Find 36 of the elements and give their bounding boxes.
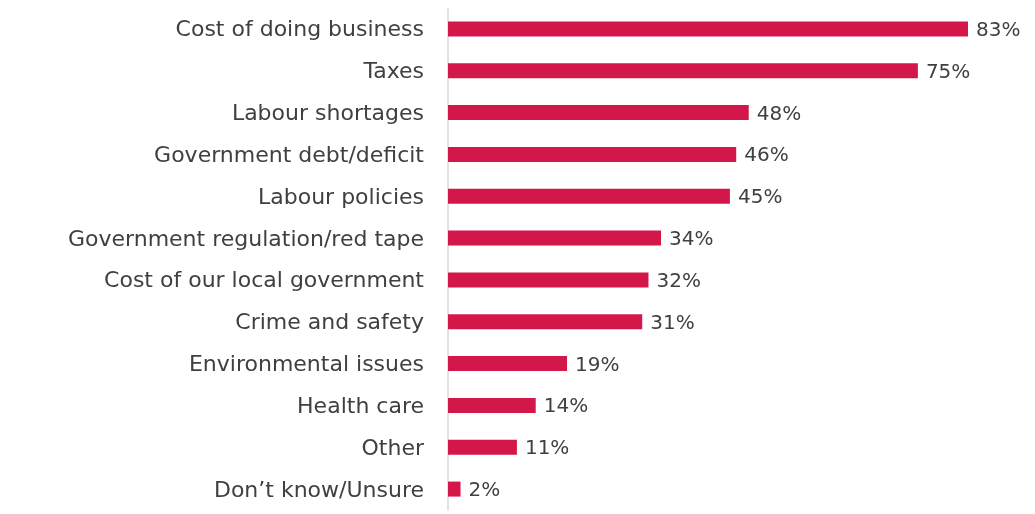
bar [448, 481, 461, 497]
data-label: 14% [543, 393, 589, 418]
bar [448, 146, 737, 162]
y-tick-label: Taxes [362, 58, 424, 84]
data-label: 45% [737, 184, 783, 209]
data-label: 11% [524, 435, 570, 460]
bar [448, 439, 517, 455]
bar [448, 63, 918, 79]
bar [448, 105, 749, 121]
y-tick-label: Environmental issues [188, 351, 424, 377]
y-tick-label: Cost of doing business [175, 16, 424, 42]
y-tick-label: Labour shortages [231, 100, 424, 126]
bar [448, 21, 968, 37]
data-label: 19% [575, 351, 620, 376]
y-tick-label: Crime and safety [235, 309, 424, 335]
data-label: 32% [656, 267, 701, 292]
y-tick-label: Other [361, 434, 425, 460]
bar [448, 272, 649, 288]
y-tick-label: Don’t know/Unsure [213, 476, 424, 502]
data-label: 34% [669, 226, 714, 251]
bar [448, 397, 536, 413]
bar [448, 356, 568, 372]
y-tick-label: Cost of our local government [104, 267, 425, 293]
data-label: 48% [756, 100, 802, 125]
bar [448, 230, 662, 246]
data-label: 2% [468, 477, 501, 502]
data-label: 46% [744, 142, 789, 167]
y-tick-label: Labour policies [258, 183, 424, 209]
bar [448, 188, 730, 204]
bar [448, 314, 643, 330]
y-tick-label: Government regulation/red tape [67, 225, 424, 251]
data-label: 75% [925, 58, 971, 83]
y-tick-label: Health care [297, 392, 424, 418]
data-label: 31% [650, 309, 695, 334]
y-tick-label: Government debt/deficit [154, 141, 425, 167]
data-label: 83% [976, 16, 1021, 41]
